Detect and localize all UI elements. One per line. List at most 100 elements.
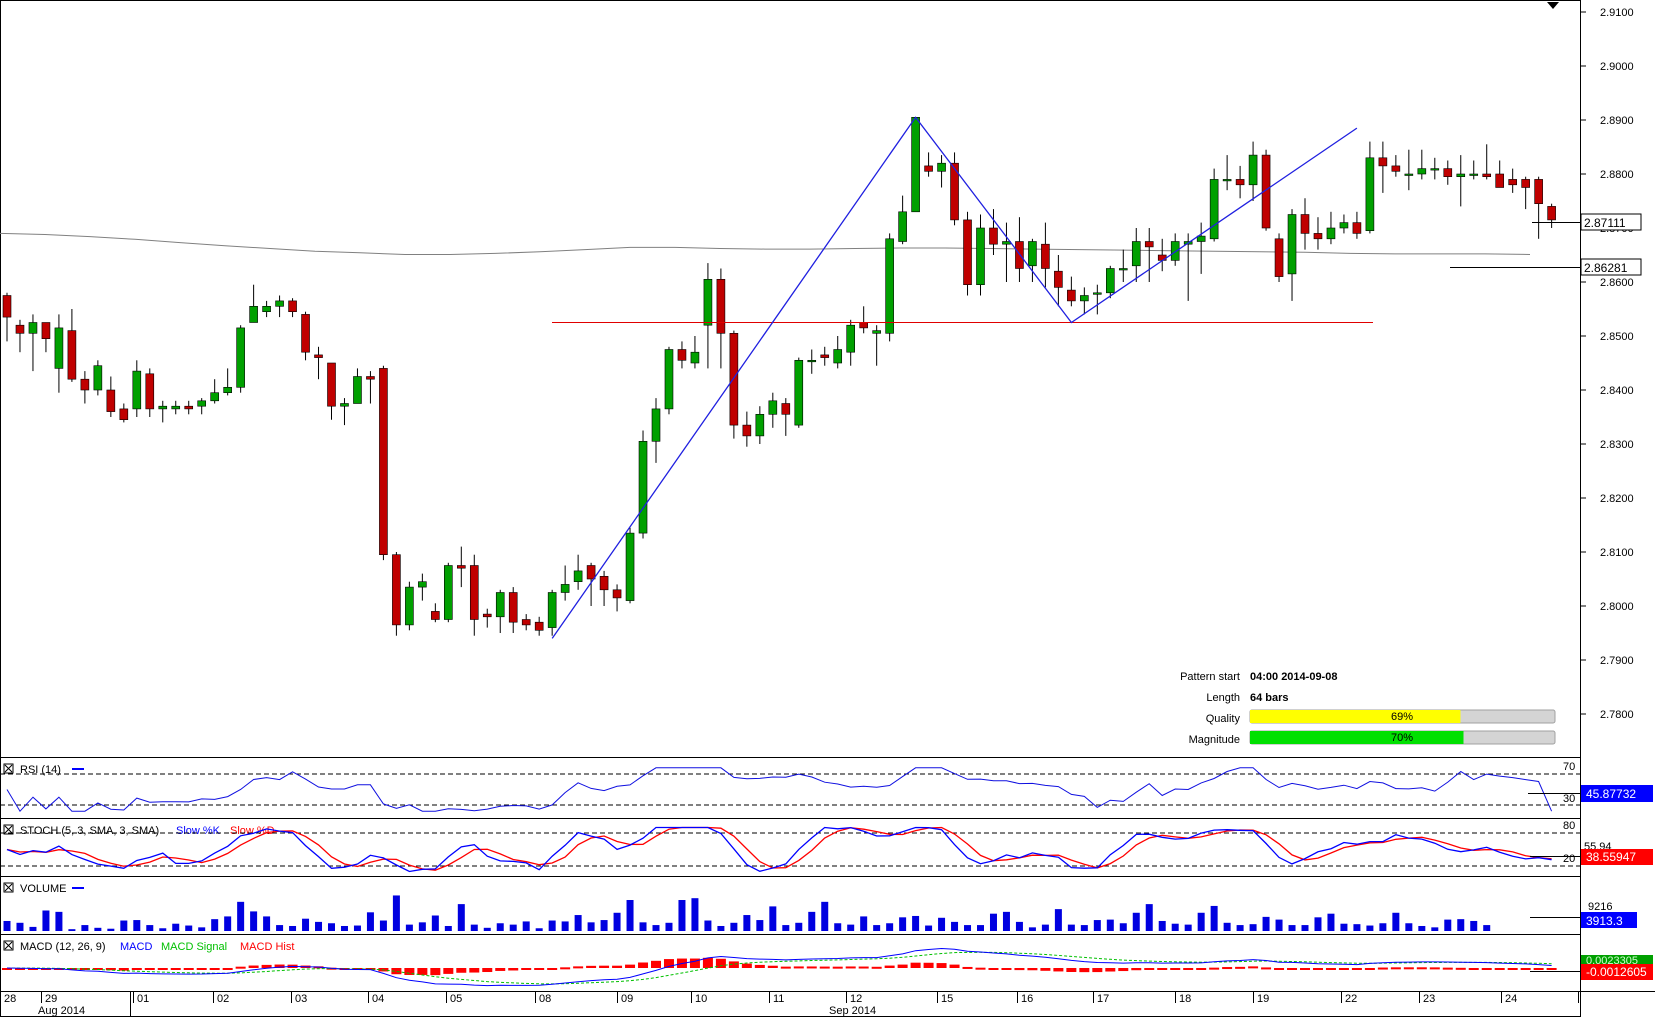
- candles-group: [2, 117, 1556, 636]
- volume-bar: [989, 913, 997, 931]
- candle-bull: [1339, 222, 1349, 229]
- volume-bar: [1223, 922, 1231, 931]
- candle-bull: [651, 408, 661, 442]
- pattern-zigzag: [551, 116, 1358, 639]
- candle-bull: [1209, 179, 1219, 240]
- candle-bull: [664, 349, 674, 410]
- macd-hist-bar: [612, 965, 623, 968]
- macd-hist-bar: [1287, 968, 1298, 970]
- candle-bear: [119, 408, 129, 420]
- macd-hist-bar: [1209, 967, 1220, 970]
- stoch-title: STOCH (5, 3, SMA, 3, SMA): [20, 825, 159, 837]
- candle-bull: [28, 322, 38, 334]
- candle-bear: [1261, 154, 1271, 229]
- volume-bar: [1483, 925, 1491, 931]
- macd-hist-bar: [806, 966, 817, 969]
- price-tick-label: 2.8500: [1600, 331, 1634, 343]
- macd-hist-bar: [391, 968, 402, 975]
- macd-hist-bar: [1040, 968, 1051, 971]
- macd-hist-bar: [1351, 968, 1362, 970]
- candle-bear: [392, 554, 401, 626]
- macd-hist-bar: [1533, 968, 1544, 970]
- candle-bull: [690, 351, 700, 364]
- volume-bar: [1457, 919, 1465, 931]
- volume-bar: [613, 912, 621, 931]
- volume-bar: [756, 920, 764, 931]
- time-label: 11: [773, 993, 784, 1005]
- macd-hist-bar: [209, 968, 220, 970]
- macd-hist-bar: [1014, 968, 1025, 971]
- volume-bar: [1132, 912, 1140, 931]
- macd-hist-bar: [1455, 967, 1466, 970]
- candle-bull: [236, 327, 245, 388]
- macd-hist-bar: [1507, 968, 1518, 970]
- volume-close-cross: [4, 883, 13, 892]
- volume-bar: [1028, 927, 1036, 931]
- volume-bar: [600, 920, 608, 931]
- candle-bear: [1534, 179, 1543, 204]
- macd-hist-bar: [1274, 968, 1285, 970]
- candle-bull: [158, 405, 168, 410]
- volume-bar: [743, 915, 751, 931]
- pattern-info: Pattern start 04:00 2014-09-08 Length 64…: [1180, 671, 1556, 746]
- volume-bar: [587, 922, 595, 931]
- time-label: 18: [1179, 993, 1191, 1005]
- stoch-value-badge: [1581, 849, 1653, 865]
- macd-hist-bar: [1157, 968, 1168, 970]
- current-price-badge: [1580, 213, 1642, 231]
- volume-bar: [1015, 921, 1023, 931]
- volume-bar: [1366, 925, 1374, 931]
- price-tick-label: 2.8000: [1600, 601, 1634, 613]
- volume-bar: [94, 927, 102, 931]
- volume-bar: [795, 922, 803, 931]
- candle-bear: [924, 165, 933, 172]
- macd-hist-bar: [728, 961, 739, 968]
- macd-signal-name: MACD Signal: [161, 941, 227, 953]
- macd-hist-bar: [638, 962, 649, 968]
- volume-bar: [548, 920, 556, 931]
- volume-bar: [847, 924, 855, 931]
- candle-bear: [612, 589, 622, 599]
- volume-bar: [769, 906, 777, 931]
- candle-bull: [911, 117, 920, 213]
- macd-hist-bar: [1027, 968, 1038, 971]
- scroll-arrow-icon[interactable]: [1547, 2, 1559, 9]
- volume-bar: [1392, 912, 1400, 931]
- macd-value: -0.0012605: [1586, 965, 1647, 979]
- volume-bar: [1275, 919, 1283, 931]
- macd-hist-bar: [793, 966, 804, 969]
- volume-bar: [964, 925, 972, 931]
- candle-bull: [794, 359, 804, 426]
- macd-signal-line: [6, 951, 1552, 985]
- ma-value-badge: [1580, 258, 1642, 276]
- stoch-level-20-label: 20: [1563, 853, 1575, 865]
- macd-title: MACD (12, 26, 9): [20, 941, 106, 953]
- month-label-sep: Sep 2014: [829, 1005, 876, 1017]
- candle-bear: [1547, 206, 1556, 221]
- time-label: 24: [1505, 993, 1517, 1005]
- rsi-level-70-label: 70: [1563, 761, 1575, 773]
- macd-hist-bar: [495, 968, 506, 971]
- rsi-panel: RSI (14) 70 30 45.87732: [0, 761, 1653, 813]
- stoch-value: 38.55947: [1586, 850, 1636, 864]
- candle-bull: [340, 403, 349, 407]
- quality-bar-fill: [1250, 710, 1461, 723]
- candle-bull: [93, 365, 103, 391]
- macd-hist-bar: [702, 957, 713, 968]
- macd-side-badge: [1581, 955, 1653, 965]
- volume-bar: [1002, 911, 1010, 931]
- macd-hist-bar: [845, 966, 856, 969]
- macd-line: [6, 947, 1552, 987]
- candle-bear: [1157, 254, 1167, 261]
- volume-value-badge: [1581, 912, 1637, 928]
- candle-bull: [1326, 227, 1336, 240]
- macd-hist-bar: [365, 968, 376, 970]
- time-label: 19: [1257, 993, 1269, 1005]
- candle-bear: [1067, 289, 1076, 302]
- volume-bar: [912, 915, 920, 931]
- macd-hist-bar: [1312, 968, 1323, 970]
- candle-bear: [1352, 222, 1362, 234]
- macd-hist-bar: [819, 966, 830, 969]
- macd-hist-bar: [599, 965, 610, 968]
